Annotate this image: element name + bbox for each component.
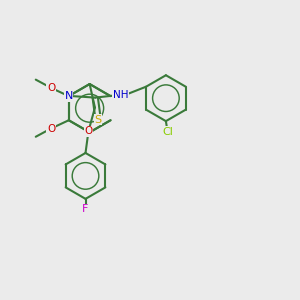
Text: Cl: Cl <box>162 127 173 137</box>
Text: NH: NH <box>112 90 128 100</box>
Text: O: O <box>84 126 93 136</box>
Text: O: O <box>47 83 55 93</box>
Text: O: O <box>47 124 55 134</box>
Text: F: F <box>82 204 89 214</box>
Text: S: S <box>94 115 102 125</box>
Text: N: N <box>64 91 73 101</box>
